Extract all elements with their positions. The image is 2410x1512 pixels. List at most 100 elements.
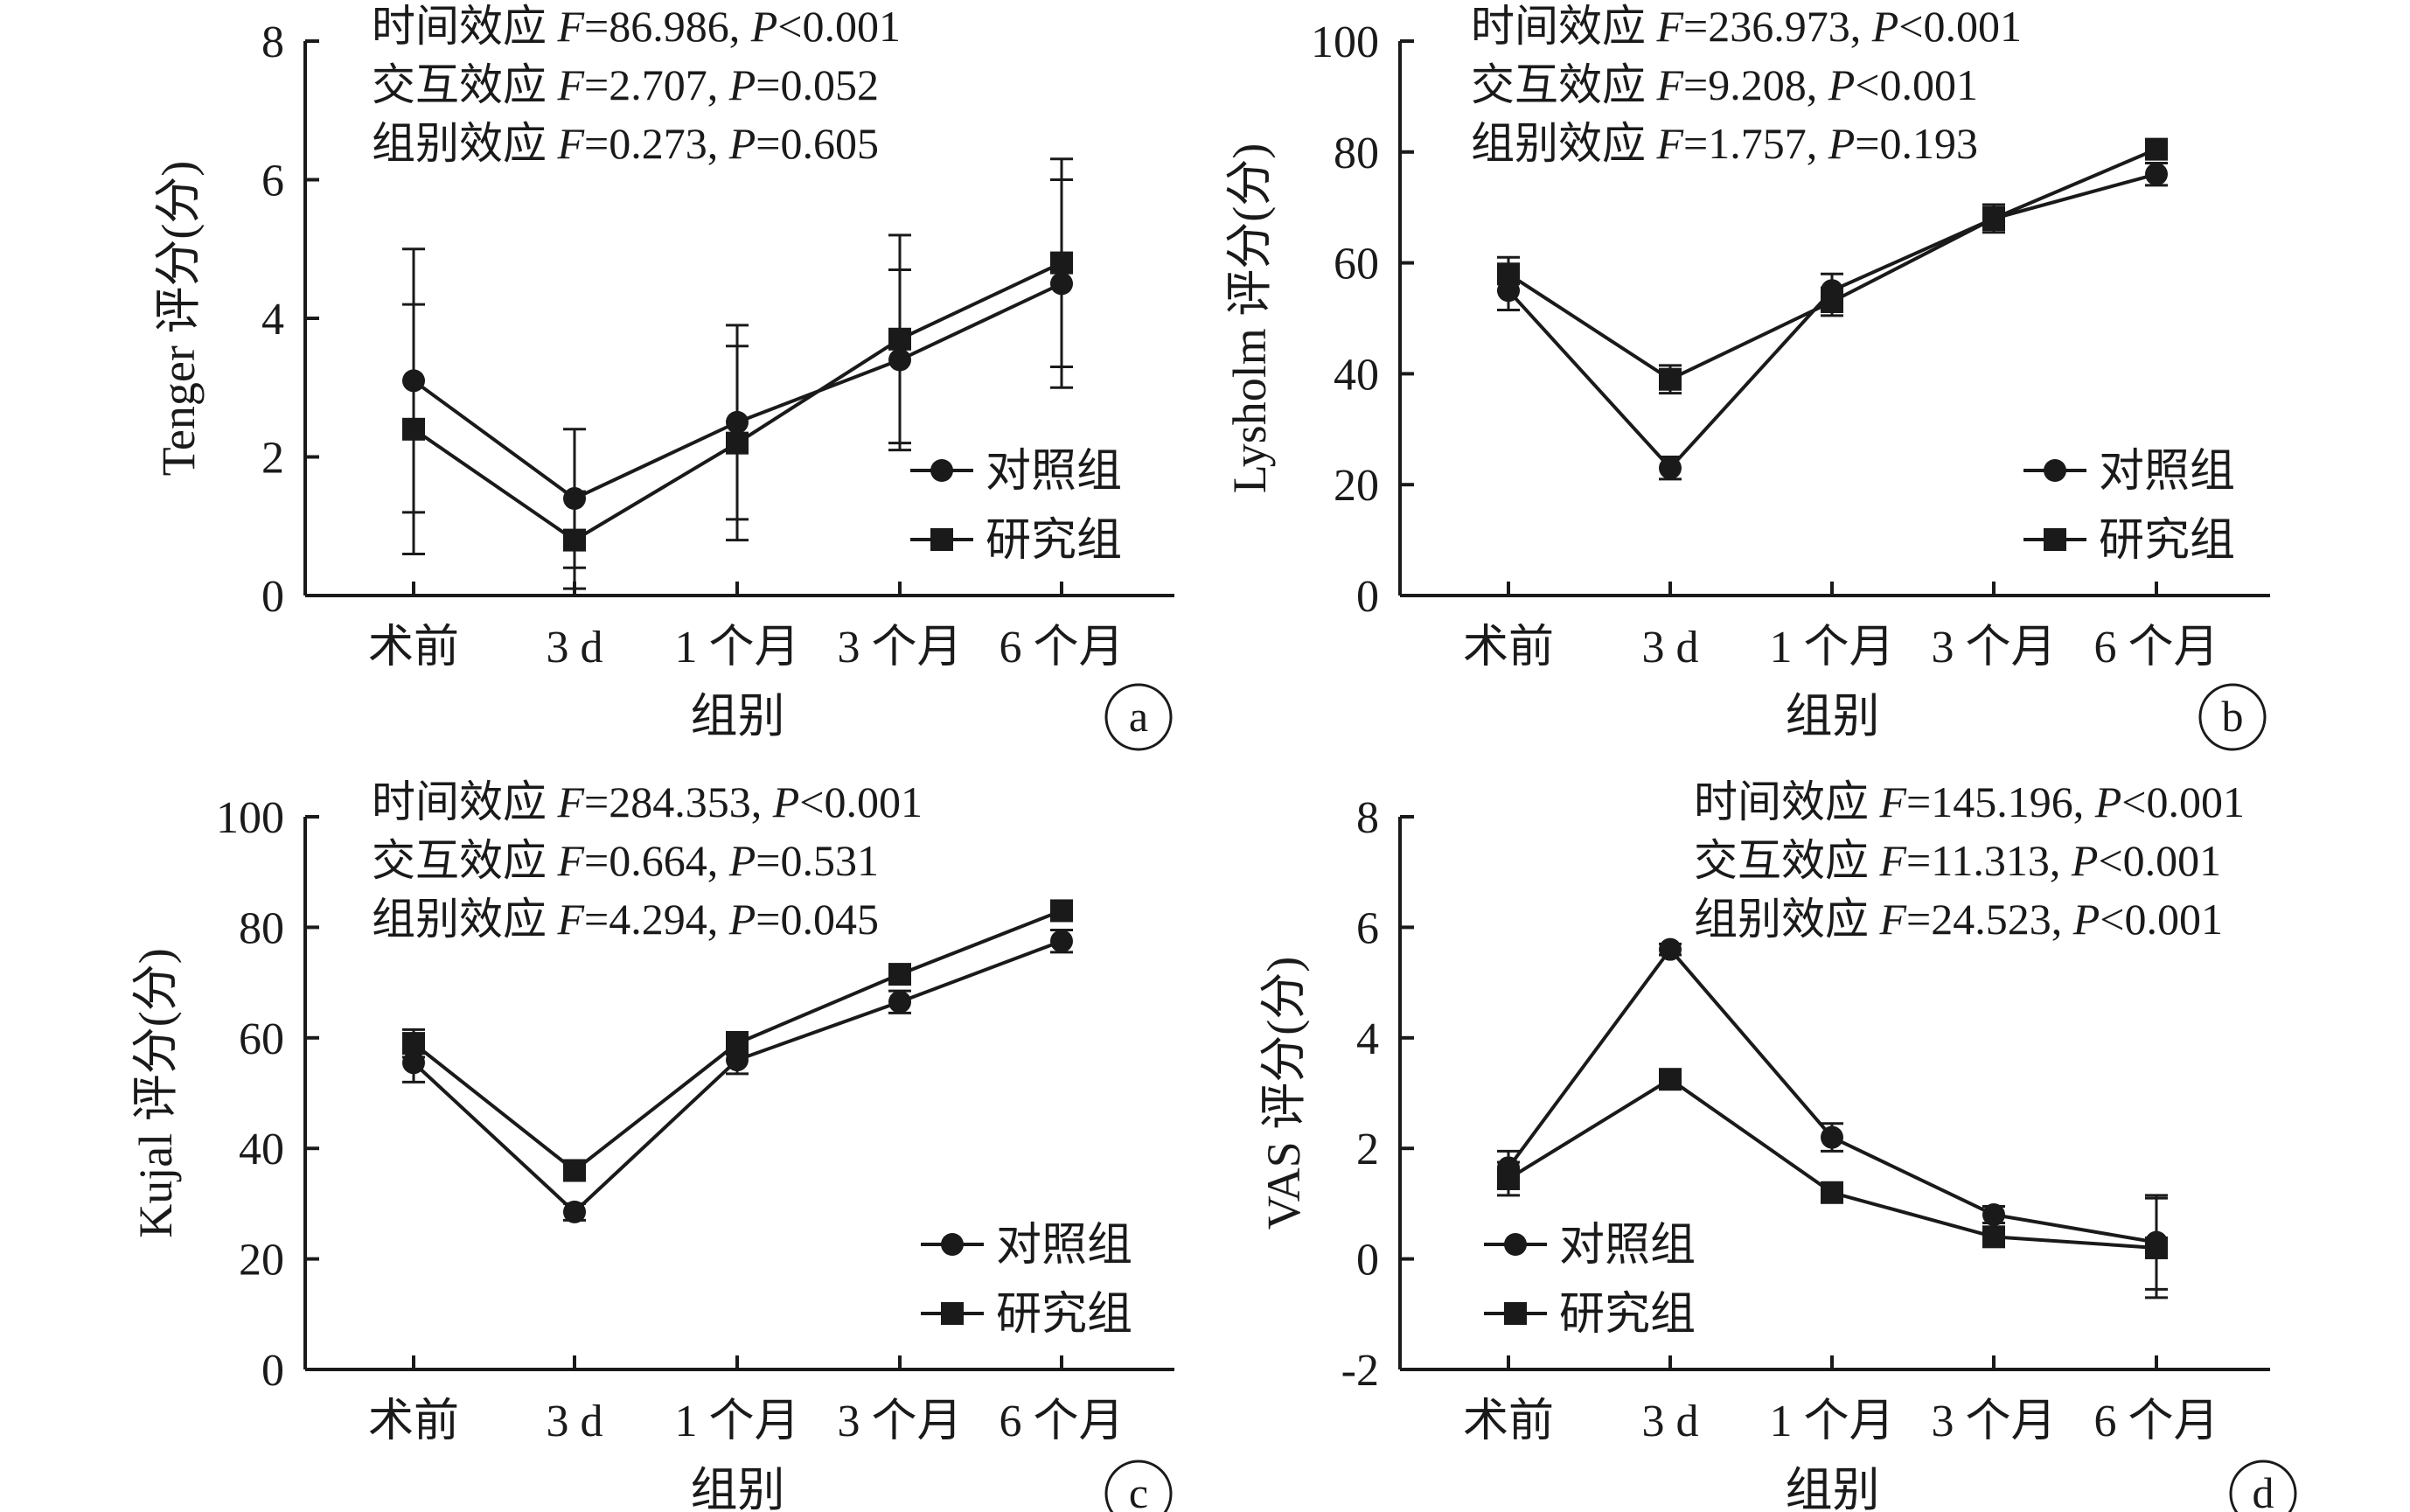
stat-line: 交互效应 F=2.707, P=0.052 [372, 60, 879, 109]
data-point-control [1821, 1125, 1843, 1149]
stat-p-value: <0.001 [1855, 60, 1978, 109]
x-tick-label: 1 个月 [1769, 1397, 1894, 1446]
x-tick-label: 术前 [1463, 623, 1554, 672]
panel-letter-circle [2198, 683, 2267, 751]
panel-letter: c [1129, 1468, 1148, 1512]
panel-letter: b [2222, 692, 2244, 741]
data-point-control [2145, 163, 2168, 186]
stat-f-symbol: F [1879, 777, 1907, 826]
y-tick-label: 6 [1356, 903, 1379, 953]
data-point-study [1497, 262, 1520, 286]
panel-letter-circle [1104, 683, 1173, 751]
data-point-study [888, 327, 911, 351]
x-tick-label: 3 d [1642, 623, 1699, 672]
y-tick-label: 20 [1334, 461, 1379, 511]
stat-f-value: =9.208, [1683, 60, 1828, 109]
data-point-study [1821, 289, 1843, 313]
y-tick-label: 0 [1356, 572, 1379, 622]
legend-label-control: 对照组 [1559, 1221, 1696, 1271]
series-line-control [412, 939, 1062, 1214]
data-point-study [402, 417, 425, 441]
data-point-study [402, 1032, 425, 1056]
y-tick-label: 80 [1334, 129, 1379, 178]
x-tick-label: 6 个月 [2093, 623, 2218, 672]
stat-p-value: <0.001 [2098, 836, 2221, 885]
stat-effect-label: 时间效应 [1694, 777, 1880, 826]
stat-p-value: =0.193 [1855, 119, 1978, 168]
x-tick-label: 1 个月 [1769, 623, 1894, 672]
stat-f-symbol: F [1879, 895, 1907, 944]
legend-marker-circle-icon [2044, 459, 2066, 482]
stat-f-symbol: F [557, 895, 585, 944]
stat-line: 时间效应 F=236.973, P<0.001 [1471, 2, 2022, 51]
data-point-study [726, 431, 749, 455]
x-tick-label: 1 个月 [674, 623, 799, 672]
data-point-control [1659, 937, 1682, 961]
x-tick-label: 术前 [368, 623, 459, 672]
x-tick-label: 术前 [368, 1397, 459, 1446]
stat-f-symbol: F [1656, 2, 1684, 51]
y-axis-title: Kujal 评分(分) [129, 948, 182, 1237]
legend-marker-circle-icon [1504, 1233, 1527, 1256]
stat-effect-label: 时间效应 [372, 2, 558, 51]
x-axis-title: 组别 [691, 1464, 785, 1512]
series-line-study [1507, 147, 2157, 381]
y-tick-label: 0 [261, 1346, 284, 1396]
stat-f-symbol: F [1656, 119, 1684, 168]
panel-letter: d [2253, 1468, 2274, 1512]
stat-p-value: <0.001 [2121, 777, 2245, 826]
y-tick-label: 4 [1356, 1014, 1379, 1064]
legend-label-control: 对照组 [986, 447, 1122, 497]
x-tick-label: 术前 [1463, 1397, 1554, 1446]
data-point-control [563, 1200, 586, 1223]
stat-line: 交互效应 F=0.664, P=0.531 [372, 836, 879, 885]
legend-label-study: 研究组 [2099, 516, 2235, 566]
stat-f-value: =4.294, [584, 895, 729, 944]
data-point-study [888, 963, 911, 986]
y-axis-title: VAS 评分(分) [1257, 957, 1310, 1230]
legend-marker-circle-icon [941, 1233, 964, 1256]
legend-label-study: 研究组 [1559, 1290, 1696, 1340]
y-tick-label: 2 [1356, 1125, 1379, 1174]
stat-f-value: =11.313, [1906, 836, 2072, 885]
x-tick-label: 3 d [547, 1397, 603, 1446]
stat-f-symbol: F [557, 2, 585, 51]
y-tick-label: 2 [261, 434, 284, 484]
data-point-study [2145, 137, 2168, 161]
stat-line: 组别效应 F=0.273, P=0.605 [372, 119, 879, 168]
data-point-study [1659, 367, 1682, 391]
stat-line: 组别效应 F=1.757, P=0.193 [1471, 119, 1978, 168]
stat-p-value: =0.531 [756, 836, 879, 885]
stat-f-value: =0.273, [584, 119, 729, 168]
y-tick-label: 40 [1334, 350, 1379, 400]
legend-label-control: 对照组 [996, 1221, 1132, 1271]
stat-p-value: <0.001 [1898, 2, 2022, 51]
legend-marker-circle-icon [930, 459, 953, 482]
stat-p-value: =0.052 [756, 60, 879, 109]
legend-marker-square-icon [930, 528, 953, 551]
stat-line: 时间效应 F=284.353, P<0.001 [372, 777, 923, 826]
x-tick-label: 6 个月 [2093, 1397, 2218, 1446]
stat-f-symbol: F [557, 119, 585, 168]
data-point-control [1982, 1203, 2005, 1227]
panel-letter-circle [1104, 1460, 1173, 1512]
stat-p-symbol: P [728, 895, 756, 944]
y-tick-label: 100 [1311, 17, 1379, 67]
stat-line: 交互效应 F=9.208, P<0.001 [1471, 60, 1978, 109]
data-point-study [1050, 899, 1073, 923]
stat-p-symbol: P [728, 836, 756, 885]
x-tick-label: 6 个月 [999, 623, 1124, 672]
series-line-control [1507, 172, 2157, 470]
stat-p-symbol: P [2071, 836, 2099, 885]
stat-p-symbol: P [2094, 777, 2122, 826]
y-tick-label: 0 [1356, 1236, 1379, 1286]
stat-f-value: =145.196, [1906, 777, 2095, 826]
stat-line: 交互效应 F=11.313, P<0.001 [1694, 836, 2221, 885]
data-point-study [1982, 1225, 2005, 1249]
stat-line: 组别效应 F=24.523, P<0.001 [1694, 895, 2223, 944]
